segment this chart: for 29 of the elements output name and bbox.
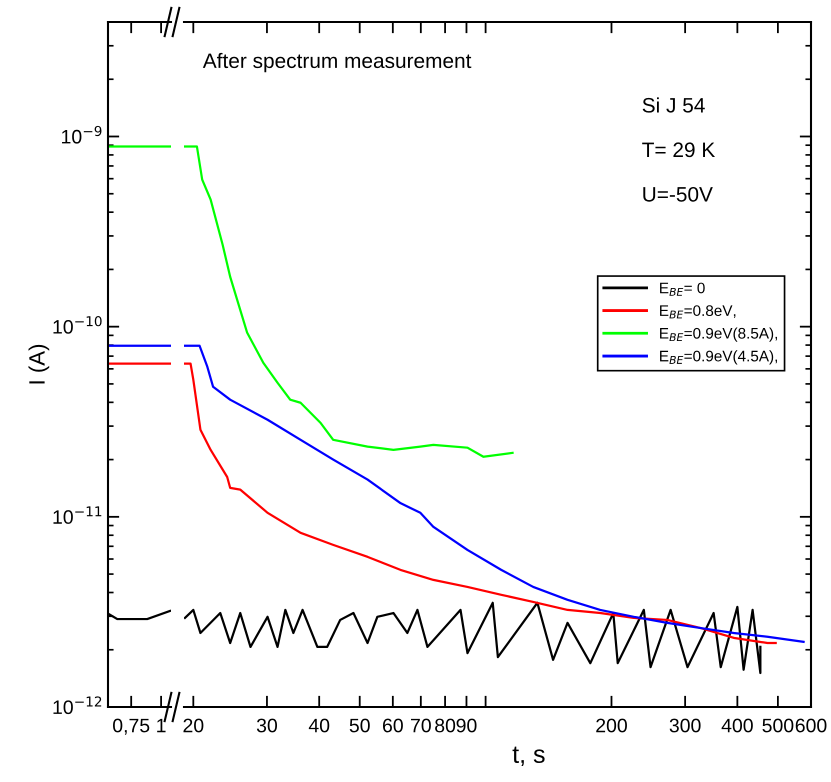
x-tick-label: 500 [762, 718, 794, 732]
x-tick-label: 1 [157, 718, 166, 732]
y-axis-title: I (A) [28, 344, 50, 384]
legend-label: E$_{BE}$=0.8eV, [660, 305, 736, 318]
x-tick-label: 50 [350, 718, 370, 732]
annotation: After spectrum measurement [202, 52, 472, 72]
y-tick-label: 10$^{−11}$ [53, 506, 102, 524]
x-tick-label: 40 [308, 718, 330, 732]
x-tick-label: 400 [722, 718, 753, 732]
y-tick-label: 10$^{−10}$ [53, 316, 102, 334]
x-tick-label: 600 [796, 718, 826, 732]
y-tick-label: 10$^{−12}$ [53, 696, 102, 714]
x-axis-title: t, s [512, 746, 545, 766]
legend-label: E$_{BE}$=0.9eV(4.5A), [660, 350, 777, 364]
x-tick-label: 20 [183, 718, 204, 732]
annotation: U=-50V [643, 186, 713, 202]
legend-label: E$_{BE}$=0.9eV(8.5A), [660, 327, 777, 342]
x-tick-label: 70 [411, 718, 431, 732]
annotation: T= 29 K [642, 142, 716, 158]
x-tick-label: 80 [435, 718, 456, 732]
x-tick-label: 300 [670, 718, 701, 732]
y-tick-label: 10$^{−9}$ [62, 126, 102, 144]
legend-label: E$_{BE}$= 0 [660, 282, 705, 296]
annotation: Si J 54 [642, 97, 705, 113]
x-tick-label: 30 [256, 718, 278, 732]
x-tick-label: 200 [596, 718, 627, 732]
x-tick-label: 60 [383, 718, 403, 732]
x-tick-label: 90 [456, 718, 477, 732]
x-tick-label: 0,75 [113, 718, 150, 735]
